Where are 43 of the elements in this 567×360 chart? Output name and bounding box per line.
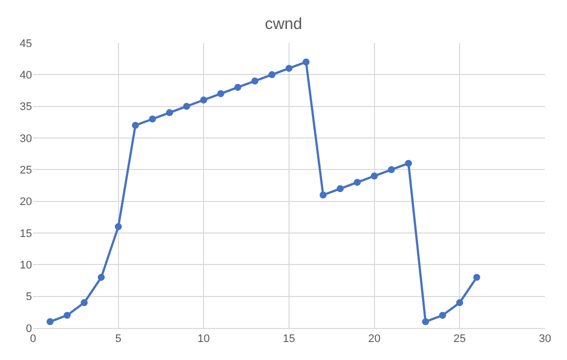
chart-title: cwnd (264, 16, 302, 34)
point (336, 185, 344, 192)
y-tick-label: 10 (20, 260, 32, 272)
x-tick-label: 5 (115, 333, 122, 346)
y-tick-label: 0 (26, 322, 32, 335)
point (200, 96, 208, 104)
point (114, 223, 122, 230)
point (64, 312, 71, 319)
x-tick-label: 20 (368, 333, 380, 346)
point (354, 178, 361, 186)
point (46, 318, 54, 326)
point (388, 166, 395, 174)
y-tick-label: 15 (20, 228, 32, 240)
x-tick-label: 25 (454, 333, 466, 346)
point (251, 78, 258, 84)
point (370, 172, 378, 180)
point (404, 160, 412, 167)
y-tick-label: 5 (26, 291, 32, 304)
x-tick-label: 30 (538, 333, 552, 346)
point (456, 299, 464, 306)
point (473, 274, 480, 281)
point (268, 71, 276, 78)
y-tick-label: 40 (20, 70, 32, 82)
point (132, 122, 139, 129)
point (183, 102, 190, 110)
x-tick-label: 10 (198, 333, 210, 346)
point (422, 318, 430, 326)
point (217, 90, 224, 98)
y-tick-label: 20 (20, 196, 32, 208)
point (98, 274, 105, 281)
y-tick-label: 30 (20, 132, 32, 145)
point (286, 64, 292, 72)
y-tick-label: 45 (20, 38, 32, 50)
y-tick-label: 35 (20, 101, 32, 114)
x-tick-label: 15 (282, 333, 296, 346)
point (320, 192, 327, 198)
point (302, 58, 310, 66)
point (148, 116, 156, 122)
point (80, 299, 88, 306)
point (166, 109, 174, 116)
point (439, 312, 446, 319)
point (234, 84, 242, 91)
y-tick-label: 25 (20, 164, 32, 177)
